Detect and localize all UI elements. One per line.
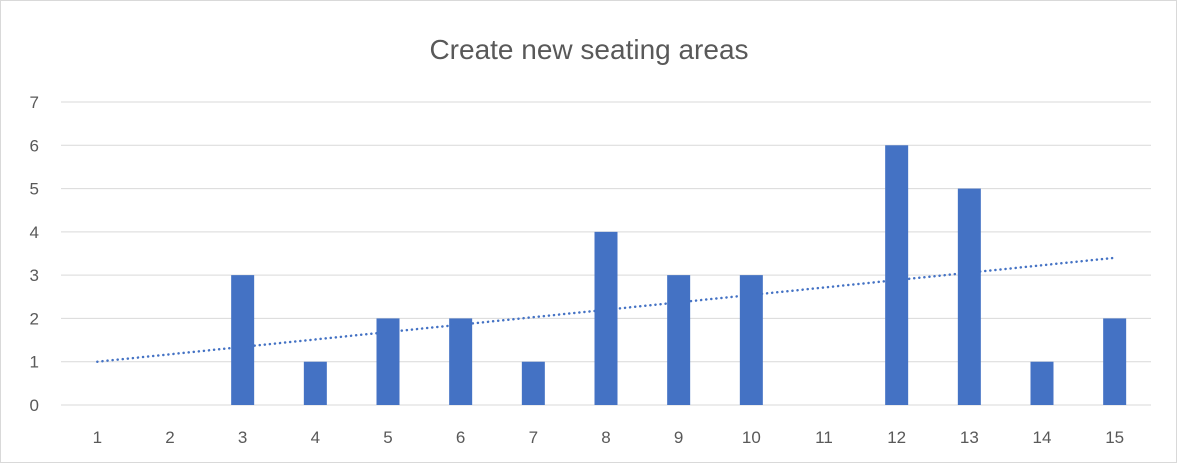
x-tick-label: 14 [1033, 428, 1052, 447]
trendline-layer [96, 256, 1116, 363]
bar-15 [1103, 318, 1127, 405]
bar-5 [376, 318, 400, 405]
bar-6 [449, 318, 473, 405]
y-tick-label: 5 [30, 180, 39, 199]
x-tick-label: 10 [742, 428, 761, 447]
bar-9 [667, 275, 691, 405]
x-tick-label: 1 [93, 428, 102, 447]
bar-3 [231, 275, 255, 405]
x-tick-label: 2 [165, 428, 174, 447]
x-tick-label: 15 [1105, 428, 1124, 447]
x-axis-ticks: 1 2 3 4 5 6 7 8 9 10 11 12 13 14 15 [93, 428, 1125, 447]
x-tick-label: 8 [601, 428, 610, 447]
x-tick-label: 7 [529, 428, 538, 447]
y-tick-label: 7 [30, 93, 39, 112]
x-tick-label: 4 [311, 428, 320, 447]
x-tick-label: 6 [456, 428, 465, 447]
y-axis-ticks: 0 1 2 3 4 5 6 7 [30, 93, 39, 415]
bar-13 [957, 188, 981, 405]
chart-title: Create new seating areas [429, 34, 748, 65]
bars [231, 145, 1127, 406]
y-tick-label: 4 [30, 223, 39, 242]
y-tick-label: 2 [30, 309, 39, 328]
x-tick-label: 3 [238, 428, 247, 447]
trendline [96, 256, 1116, 363]
x-tick-label: 13 [960, 428, 979, 447]
bar-12 [885, 145, 909, 406]
bar-14 [1030, 361, 1054, 405]
x-tick-label: 9 [674, 428, 683, 447]
y-tick-label: 3 [30, 266, 39, 285]
bar-7 [521, 361, 545, 405]
bar-8 [594, 231, 618, 405]
y-tick-label: 6 [30, 136, 39, 155]
y-tick-label: 0 [30, 396, 39, 415]
x-tick-label: 12 [887, 428, 906, 447]
bar-4 [303, 361, 327, 405]
x-tick-label: 5 [383, 428, 392, 447]
x-tick-label: 11 [815, 428, 833, 447]
bar-10 [739, 275, 763, 405]
y-tick-label: 1 [30, 353, 39, 372]
